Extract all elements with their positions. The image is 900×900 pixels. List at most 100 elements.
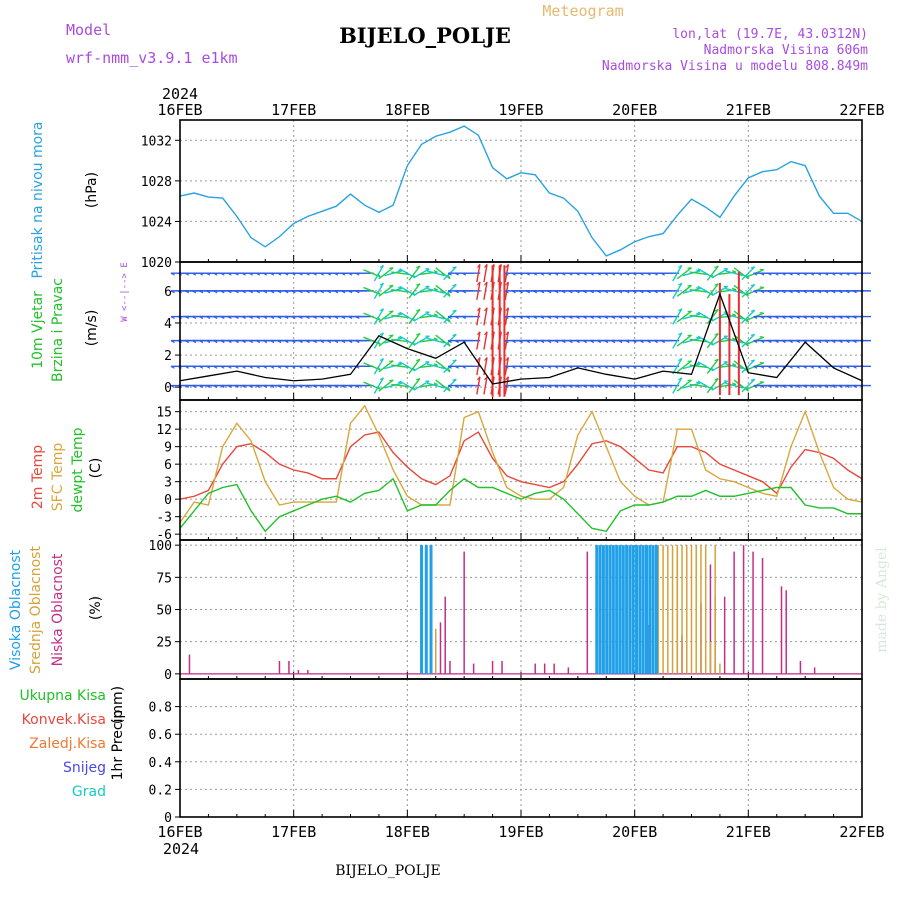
wind-arrow-head (852, 290, 857, 294)
wind-arrow (384, 382, 402, 389)
x-tick-label: 17FEB (271, 101, 316, 119)
wind-arrow-head (611, 340, 616, 344)
wind-arrow-head (284, 340, 289, 344)
wind-arrow-head (170, 385, 175, 389)
wind-arrow-head (248, 290, 253, 294)
y-tick-label: 6 (164, 285, 172, 300)
wind-arrow-head (511, 290, 516, 294)
wind-arrow-head (511, 365, 516, 369)
wind-arrow-head (632, 385, 637, 389)
precip-legend-entry: Konvek.Kisa (22, 712, 106, 728)
precip-unit: (mm) (110, 686, 126, 724)
wind-arrow-head (575, 316, 580, 320)
series-line-dewpt-temp (179, 477, 862, 533)
wind-arrow (706, 333, 719, 349)
year-label-bottom: 2024 (163, 840, 199, 858)
wind-arrow-head (220, 365, 225, 369)
wind-arrow (373, 377, 385, 394)
wind-arrow-head (416, 265, 421, 269)
wind-arrow-head (802, 272, 808, 276)
wind-arrow-head (484, 307, 488, 312)
wind-arrow (476, 357, 481, 376)
wind-arrow-head (533, 272, 538, 276)
wind-arrow-head (696, 336, 701, 339)
wind-arrow (689, 383, 708, 388)
y-tick-label: 25 (156, 636, 172, 651)
wind-arrow-head (802, 365, 808, 369)
wind-arrow (435, 334, 451, 347)
wind-arrow-head (327, 290, 332, 294)
wind-arrow-head (170, 365, 175, 369)
wind-arrow-head (184, 365, 190, 369)
wind-arrow-head (714, 358, 719, 362)
wind-arrow (689, 271, 708, 276)
wind-arrow-head (646, 340, 651, 344)
wind-arrow-head (788, 385, 793, 389)
wind-arrow-head (625, 272, 630, 276)
wind-arrow (682, 337, 701, 344)
wind-arrow-head (687, 310, 692, 313)
wind-arrow-head (447, 365, 452, 369)
wind-arrow-head (248, 385, 253, 389)
wind-arrow-head (454, 272, 459, 276)
precip-legend-entry: Zaledj.Kisa (29, 736, 106, 752)
temp-unit: (C) (88, 458, 104, 479)
wind-arrow-head (540, 365, 545, 369)
wind-arrow (483, 281, 488, 300)
wind-arrow-head (760, 290, 765, 294)
wind-arrow-head (476, 357, 481, 361)
wind-arrow-head (291, 316, 296, 320)
wind-arrow (741, 333, 756, 348)
wind-arrow-head (838, 290, 843, 294)
wind-arrow-head (476, 376, 481, 381)
wind-arrow-head (248, 340, 253, 344)
wind-arrow-head (518, 290, 523, 294)
wind-arrow-head (319, 365, 324, 369)
wind-arrow-head (447, 385, 452, 389)
y-tick-label: 0 (164, 493, 172, 508)
wind-arrow-head (540, 385, 545, 389)
wind-arrow-head (270, 272, 275, 276)
wind-arrow (689, 289, 708, 293)
wind-arrow-head (781, 272, 786, 276)
wind-arrow (378, 334, 394, 347)
wind-arrow-head (788, 290, 793, 294)
wind-arrow-head (184, 340, 190, 344)
x-tick-label: 22FEB (839, 823, 884, 841)
wind-arrow-head (561, 316, 566, 320)
wind-arrow-head (319, 272, 324, 276)
wind-arrow-head (795, 272, 800, 276)
wind-arrow (384, 337, 402, 344)
wind-arrow-head (687, 267, 692, 269)
wind-arrow-head (334, 340, 339, 344)
wind-arrow (476, 376, 481, 395)
y-tick-label: 2 (164, 349, 172, 364)
wind-arrow (373, 358, 385, 375)
wind-arrow-head (817, 316, 822, 320)
wind-arrow-head (845, 385, 850, 389)
wind-arrow (378, 284, 394, 297)
wind-arrow-head (618, 340, 623, 344)
wind-arrow-head (312, 290, 317, 294)
wind-arrow-head (596, 316, 602, 320)
wind-arrow-head (327, 272, 332, 276)
wind-label-line2: Brzina i Pravac (50, 278, 66, 382)
wind-arrow-head (696, 269, 701, 272)
wind-arrow (426, 287, 445, 294)
wind-arrow (373, 308, 385, 325)
wind-arrow-head (234, 272, 239, 276)
wind-arrow-head (170, 316, 175, 320)
wind-arrow-head (263, 316, 268, 320)
wind-arrow (378, 379, 394, 392)
wind-arrow-head (596, 290, 602, 294)
wind-arrow (682, 287, 701, 294)
wind-arrow-head (397, 362, 402, 365)
wind-arrow-head (454, 316, 459, 320)
wind-arrow-head (213, 365, 218, 369)
wind-arrow (672, 358, 683, 375)
wind-arrow-head (298, 385, 303, 389)
panel-precip: 0 0.2 0.4 0.6 0.8 (149, 678, 863, 826)
wind-arrow-head (646, 272, 651, 276)
wind-arrow-head (568, 385, 573, 389)
wind-arrow-head (355, 340, 360, 344)
